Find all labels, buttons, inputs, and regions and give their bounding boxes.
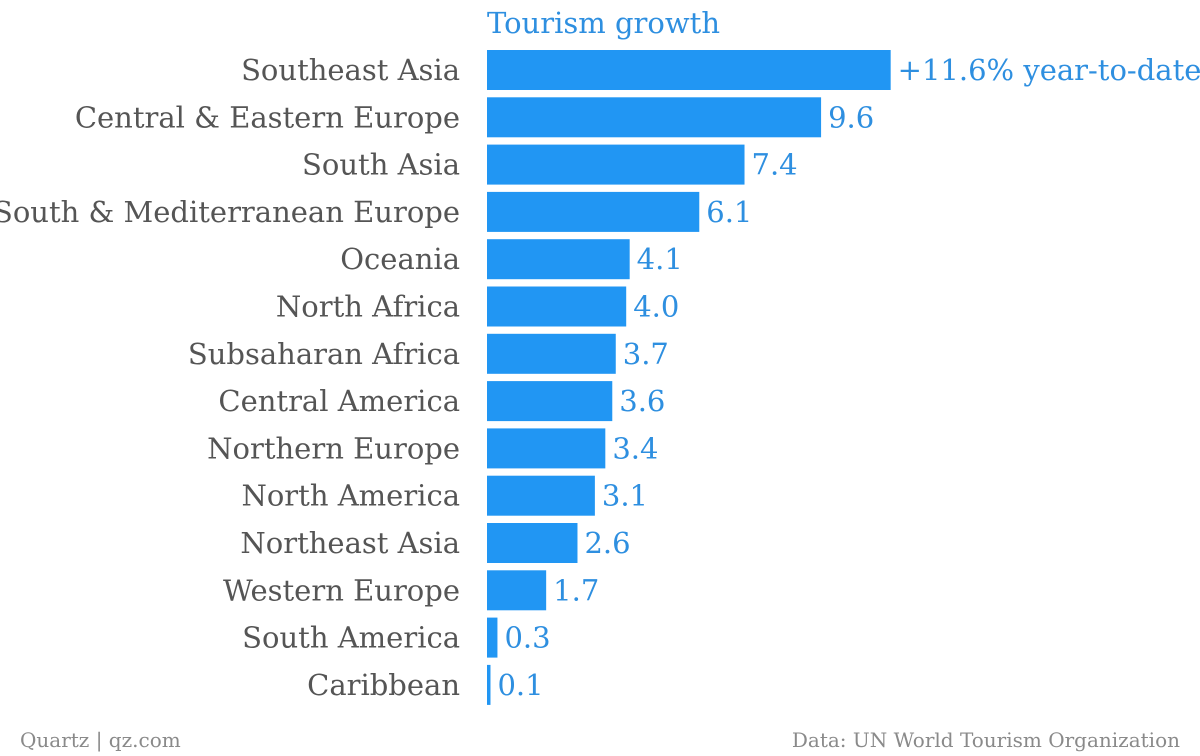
bars <box>487 50 891 705</box>
bar <box>487 144 745 185</box>
value-label: +11.6% year-to-date <box>898 53 1200 87</box>
bar <box>487 617 498 658</box>
bar <box>487 428 606 469</box>
category-label: Northern Europe <box>207 431 460 465</box>
bar <box>487 286 627 327</box>
category-label: North Africa <box>276 290 460 324</box>
bar <box>487 664 491 705</box>
category-label: South America <box>242 621 460 655</box>
value-label: 4.0 <box>633 290 679 324</box>
bar <box>487 97 822 138</box>
category-label: Western Europe <box>223 573 460 607</box>
value-label: 7.4 <box>752 148 798 182</box>
value-label: 0.3 <box>504 621 550 655</box>
bar <box>487 523 578 563</box>
bar <box>487 333 616 374</box>
category-label: Southeast Asia <box>241 53 460 87</box>
category-label: Subsaharan Africa <box>188 337 460 371</box>
bar <box>487 191 700 232</box>
category-label: Central America <box>218 384 460 418</box>
category-label: South & Mediterranean Europe <box>0 195 460 229</box>
value-label: 6.1 <box>706 195 752 229</box>
category-label: North America <box>241 479 460 513</box>
bar <box>487 239 630 280</box>
value-label: 9.6 <box>828 100 874 134</box>
category-label: Northeast Asia <box>240 526 460 560</box>
category-labels: Southeast Asia Central & Eastern Europe So… <box>0 53 460 702</box>
category-label: Oceania <box>340 242 460 276</box>
value-label: 3.6 <box>619 384 665 418</box>
category-label: Caribbean <box>307 668 460 702</box>
value-label: 2.6 <box>584 526 630 560</box>
value-labels: +11.6% year-to-date 9.6 7.46.1 4.1 4.0 3.7 3.6… <box>497 53 1200 702</box>
bar <box>487 475 595 516</box>
chart-title: Tourism growth <box>487 6 720 40</box>
value-label: 1.7 <box>553 573 599 607</box>
value-label: 0.1 <box>497 668 543 702</box>
value-label: 4.1 <box>637 242 683 276</box>
value-label: 3.1 <box>602 479 648 513</box>
bar <box>487 570 547 611</box>
source-text: Data: UN World Tourism Organization <box>791 728 1180 752</box>
credit-text: Quartz | qz.com <box>20 728 181 752</box>
bar <box>487 50 891 90</box>
value-label: 3.4 <box>612 431 658 465</box>
bar <box>487 381 613 422</box>
value-label: 3.7 <box>623 337 669 371</box>
category-label: Central & Eastern Europe <box>75 100 460 134</box>
category-label: South Asia <box>302 148 460 182</box>
